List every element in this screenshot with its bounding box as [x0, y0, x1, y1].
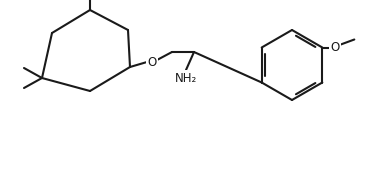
Text: O: O — [330, 41, 339, 54]
Text: NH₂: NH₂ — [175, 71, 197, 84]
Text: O: O — [147, 56, 157, 69]
